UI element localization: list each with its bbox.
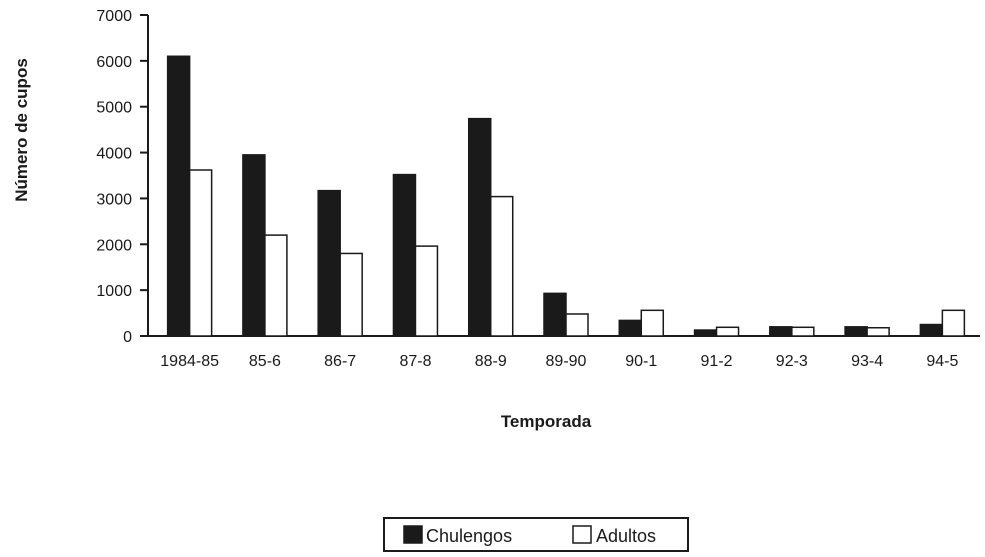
y-tick-label: 6000 <box>96 54 132 71</box>
bar-adultos-88-9 <box>489 195 514 337</box>
bar-adultos-85-6 <box>264 234 288 337</box>
bar-chulengos-1984-85 <box>166 55 191 337</box>
y-ticks: 0 1000 2000 3000 4000 5000 6000 7000 <box>96 8 148 346</box>
bar-chulengos-92-3 <box>769 326 793 337</box>
bar-adultos-86-7 <box>339 252 363 337</box>
x-tick-label: 94-5 <box>926 353 958 370</box>
bar-adultos-92-3 <box>791 326 815 337</box>
y-tick-label: 7000 <box>96 8 132 25</box>
bar-chulengos-90-1 <box>618 319 643 337</box>
y-tick-label: 4000 <box>96 146 132 163</box>
bar-chulengos-91-2 <box>693 329 718 337</box>
x-tick-labels: 1984-85 85-6 86-7 87-8 88-9 89-90 90-1 91-2 92-3… <box>160 353 958 370</box>
bar-adultos-90-1 <box>640 309 665 337</box>
x-tick-label: 91-2 <box>701 353 733 370</box>
legend-swatch-chulengos <box>403 525 423 544</box>
bar-chulengos-89-90 <box>543 292 567 337</box>
y-tick-label: 5000 <box>96 100 132 117</box>
x-tick-label: 93-4 <box>851 353 883 370</box>
bar-chulengos-87-8 <box>392 173 417 337</box>
x-tick-label: 86-7 <box>324 353 356 370</box>
legend-box <box>383 517 689 552</box>
bar-chulengos-86-7 <box>317 189 341 337</box>
bar-adultos-1984-85 <box>188 169 213 337</box>
x-tick-label: 89-90 <box>546 353 587 370</box>
bar-adultos-91-2 <box>715 326 740 337</box>
bars <box>166 55 966 337</box>
plot-area: 0 1000 2000 3000 4000 5000 6000 7000 1984-85 85-… <box>96 8 980 370</box>
bar-adultos-94-5 <box>941 309 966 337</box>
bar-adultos-93-4 <box>866 326 890 337</box>
x-axis-title: Temporada <box>501 412 592 431</box>
x-tick-label: 87-8 <box>399 353 431 370</box>
x-tick-label: 88-9 <box>475 353 507 370</box>
y-axis-title: Número de cupos <box>12 58 31 202</box>
legend-label-chulengos: Chulengos <box>426 526 512 546</box>
legend-swatch-adultos <box>572 525 592 544</box>
bar-adultos-89-90 <box>565 313 589 337</box>
y-tick-label: 0 <box>123 329 132 346</box>
legend: Chulengos Adultos <box>383 517 689 552</box>
bar-chulengos-85-6 <box>242 154 266 337</box>
x-tick-label: 85-6 <box>249 353 281 370</box>
bar-adultos-87-8 <box>414 245 439 337</box>
bar-chulengos-94-5 <box>919 323 944 337</box>
y-tick-label: 1000 <box>96 283 132 300</box>
legend-label-adultos: Adultos <box>596 526 656 546</box>
bar-chulengos-88-9 <box>467 117 492 337</box>
x-tick-label: 1984-85 <box>160 353 219 370</box>
bar-chulengos-93-4 <box>844 326 868 337</box>
y-tick-label: 2000 <box>96 237 132 254</box>
y-tick-label: 3000 <box>96 191 132 208</box>
x-tick-label: 90-1 <box>625 353 657 370</box>
x-tick-label: 92-3 <box>776 353 808 370</box>
